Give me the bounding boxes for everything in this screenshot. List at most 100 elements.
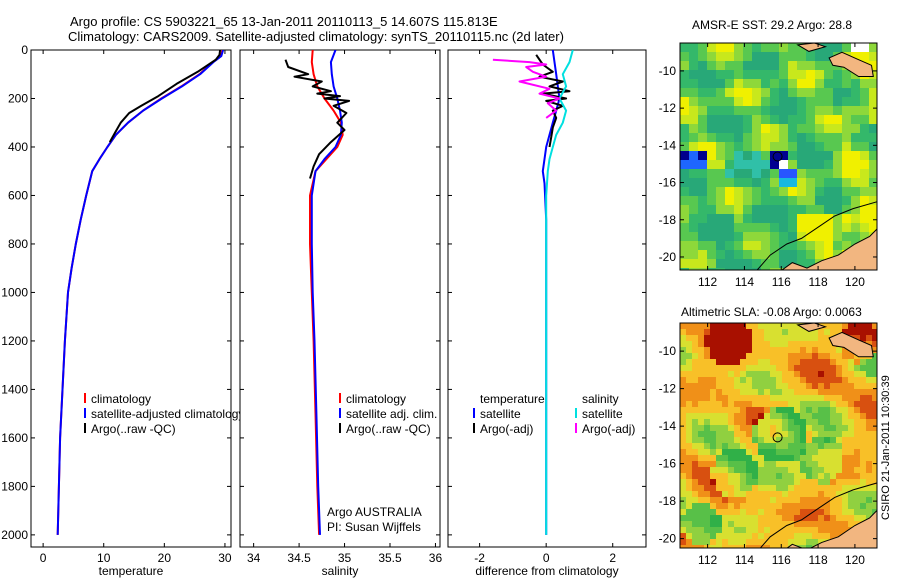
map-cell [830, 425, 837, 432]
map-cell [746, 329, 753, 336]
map-cell [776, 473, 783, 480]
map-cell [818, 515, 825, 522]
map-cell [851, 151, 861, 161]
map-cell [707, 97, 717, 107]
map-cell [830, 365, 837, 372]
map-cell [680, 491, 687, 498]
map-cell [860, 365, 867, 372]
map-cell [836, 353, 843, 360]
map-cell [734, 347, 741, 354]
map-cell [728, 323, 735, 330]
map-cell [704, 383, 711, 390]
map-cell [848, 425, 855, 432]
map-cell [776, 521, 783, 528]
map-cell [698, 437, 705, 444]
map-cell [734, 268, 744, 270]
map-cell [746, 485, 753, 492]
map-cell [740, 359, 747, 366]
map-cell [794, 473, 801, 480]
map-cell [836, 389, 843, 396]
map-cell [851, 160, 861, 170]
map-cell [692, 425, 699, 432]
map-cell [680, 395, 687, 402]
map-cell [734, 70, 744, 80]
map-cell [866, 389, 873, 396]
map-cell [800, 473, 807, 480]
map-cell [710, 407, 717, 414]
map-cell [770, 178, 780, 188]
map-cell [854, 335, 861, 342]
map-cell [848, 365, 855, 372]
map-cell [770, 461, 777, 468]
map-cell [716, 178, 726, 188]
map-cell [728, 371, 735, 378]
map-cell [782, 413, 789, 420]
map-cell [776, 509, 783, 516]
map-cell [797, 223, 807, 233]
map-cell [776, 407, 783, 414]
map-cell [680, 389, 687, 396]
map-cell [764, 491, 771, 498]
map-cell [833, 187, 843, 197]
map-cell [686, 341, 693, 348]
map-cell [842, 359, 849, 366]
legend-sal-argo-label: Argo(-adj) [582, 422, 635, 436]
legend-argo-label: Argo(..raw -QC) [91, 422, 176, 436]
map-cell [869, 88, 877, 98]
map-cell [734, 515, 741, 522]
map-cell [830, 431, 837, 438]
map-cell [710, 473, 717, 480]
map-cell [806, 395, 813, 402]
map-cell [728, 383, 735, 390]
map-cell [752, 377, 759, 384]
map-cell [770, 419, 777, 426]
map-frame [679, 322, 878, 549]
map-cell [830, 467, 837, 474]
map-cell [692, 371, 699, 378]
map-cell [806, 52, 816, 62]
map-cell [734, 521, 741, 528]
map-cell [716, 353, 723, 360]
map-cell [806, 479, 813, 486]
map-cell [743, 241, 753, 251]
map-cell [704, 479, 711, 486]
map-cell [710, 467, 717, 474]
map-cell [833, 160, 843, 170]
map-cell [707, 259, 717, 269]
map-cell [830, 323, 837, 330]
map-cell [716, 389, 723, 396]
map-cell [764, 395, 771, 402]
map-cell [788, 377, 795, 384]
map-cell [698, 323, 705, 330]
map-cell [716, 467, 723, 474]
map-cell [806, 365, 813, 372]
map-cell [698, 491, 705, 498]
map-cell [698, 395, 705, 402]
map-cell [779, 250, 789, 260]
map-cell [800, 347, 807, 354]
map-cell [734, 61, 744, 71]
map-cell [698, 443, 705, 450]
map-cell [770, 43, 780, 53]
map-cell [758, 377, 765, 384]
map-cell [740, 431, 747, 438]
map-cell [848, 449, 855, 456]
map-cell [758, 437, 765, 444]
map-cell [776, 431, 783, 438]
map-cell [806, 187, 816, 197]
map-cell [752, 151, 762, 161]
map-cell [842, 479, 849, 486]
map-cell [689, 52, 699, 62]
map-cell [860, 79, 870, 89]
map-cell [740, 521, 747, 528]
map-cell [686, 503, 693, 510]
map-cell [818, 347, 825, 354]
map-cell [854, 389, 861, 396]
map-cell [704, 539, 711, 546]
map-cell [740, 503, 747, 510]
map-cell [692, 437, 699, 444]
map-cell [722, 365, 729, 372]
map-cell [692, 323, 699, 330]
map-cell [752, 187, 762, 197]
map-cell [824, 449, 831, 456]
